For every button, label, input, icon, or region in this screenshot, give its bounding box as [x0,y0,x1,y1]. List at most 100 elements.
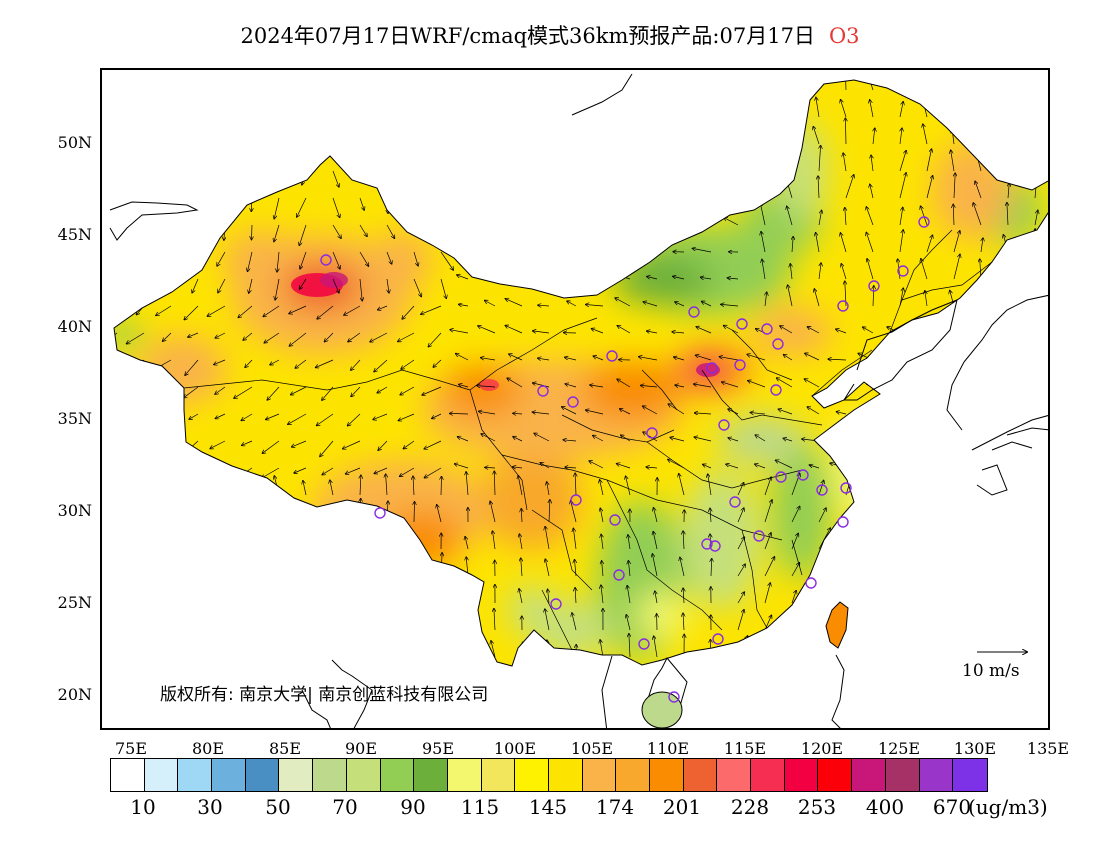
colorbar-label: 201 [662,795,702,819]
station-marker [868,280,880,292]
wind-arrow [696,355,712,361]
wind-arrow [762,259,766,280]
wind-arrow [412,586,415,604]
station-marker [613,569,625,581]
wind-arrow [481,434,496,442]
station-marker [320,254,332,266]
wind-arrow [295,359,307,368]
wind-arrow [953,231,960,253]
wind-arrow [747,354,766,361]
wind-arrow [560,136,577,145]
wind-arrow [217,116,226,134]
wind-arrow [969,327,982,334]
wind-arrow [114,467,118,478]
wind-arrow [702,116,712,117]
wind-arrow [872,480,879,496]
taiwan-island [825,601,849,649]
colorbar-swatch [279,759,314,791]
wind-arrow [565,194,577,199]
wind-arrow [818,508,826,523]
wind-arrow [171,509,172,523]
wind-arrow [926,531,934,550]
wind-arrow [953,204,954,226]
wind-arrow [413,531,414,550]
wind-arrow [505,116,523,118]
wind-arrow [276,508,280,523]
wind-arrow [640,220,658,226]
wind-arrow [845,638,853,658]
wind-arrow [860,460,874,469]
wind-arrow [329,583,334,604]
wind-arrow [590,385,604,387]
wind-arrow [441,477,442,496]
wind-arrow [952,80,955,91]
wind-arrow [764,533,771,550]
wind-arrow [572,613,577,631]
wind-arrow [131,386,145,397]
hainan-island [641,691,683,728]
wind-arrow [450,413,469,414]
wind-arrow [980,504,991,523]
wind-arrow [245,359,253,367]
wind-arrow [457,168,469,172]
colorbar-swatch [919,759,954,791]
wind-arrow [400,386,415,395]
wind-arrow [196,608,198,631]
wind-arrow [222,528,226,550]
wind-arrow [668,459,685,469]
wind-arrow [248,116,253,129]
wind-arrow [791,506,800,523]
wind-arrow [737,592,744,604]
wind-arrow [674,357,685,361]
wind-arrow [617,379,631,388]
wind-arrow [185,467,199,477]
wind-arrow [899,288,903,307]
wind-arrow [818,635,825,658]
colorbar-swatch [515,759,549,791]
wind-arrow [163,143,172,161]
wind-arrow [305,590,306,604]
wind-arrow [649,248,658,253]
wind-arrow [320,440,334,457]
wind-arrow [571,501,577,523]
wind-arrow [668,161,685,172]
wind-arrow [485,467,496,468]
wind-arrow [114,386,118,392]
wind-arrow [184,386,199,398]
wind-arrow [845,563,852,577]
wind-arrow [1034,500,1043,523]
wind-arrow [591,329,604,334]
wind-arrow [600,508,604,523]
wind-arrow [163,332,172,341]
wind-arrow [428,332,442,347]
wind-arrow [899,534,906,550]
wind-arrow [215,413,226,419]
wind-arrow [193,500,199,523]
wind-arrow [493,531,496,550]
colorbar-label: 253 [797,795,837,819]
wind-arrow [818,528,830,550]
wind-arrow [522,642,523,658]
wind-arrow [267,386,280,400]
wind-arrow [926,176,933,199]
wind-arrow [508,271,523,280]
wind-arrow [187,116,199,135]
wind-arrow [185,359,199,375]
wind-arrow [845,208,846,226]
wind-arrow [459,384,469,387]
wind-arrow [816,233,820,253]
wind-arrow [618,165,631,172]
wind-arrow [1008,263,1010,280]
wind-arrow [127,332,145,344]
wind-arrow [275,584,280,604]
wind-arrow [143,591,144,604]
lat-label-25n: 25N [57,593,92,612]
lon-label-75e: 75E [114,739,148,758]
wind-arrow [805,353,820,361]
wind-arrow [457,275,469,280]
wind-arrow [614,137,631,145]
wind-arrow [511,137,523,145]
wind-arrow [225,556,226,577]
wind-arrow [440,116,452,136]
wind-arrow [980,102,981,118]
